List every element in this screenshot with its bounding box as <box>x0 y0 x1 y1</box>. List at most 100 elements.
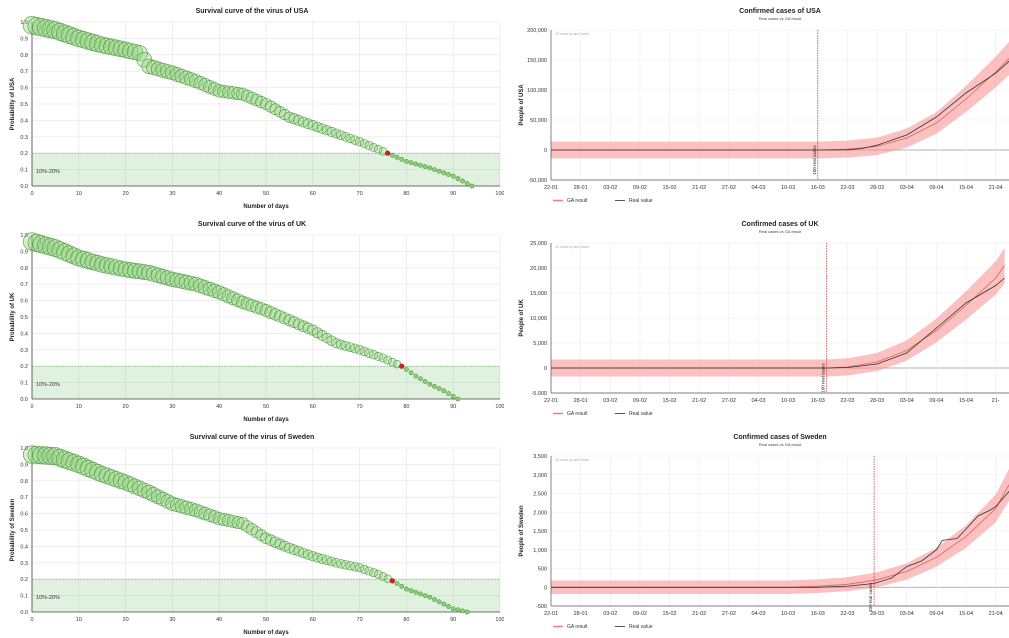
y-tick-label: 0.6 <box>20 86 28 92</box>
survival-point <box>455 396 461 402</box>
x-tick-label: 20 <box>123 617 129 623</box>
x-tick-label: 0 <box>30 191 33 197</box>
survival-point <box>403 367 409 372</box>
y-tick-label: 0.7 <box>20 282 28 288</box>
x-tick-label: 10-03 <box>781 398 795 404</box>
survival-point <box>188 503 203 518</box>
y-tick-label: 0 <box>544 585 547 591</box>
x-tick-label: 22-03 <box>840 611 854 617</box>
x-tick-label: 03-04 <box>900 611 914 617</box>
x-tick-label: 21-02 <box>692 611 706 617</box>
survival-point <box>432 167 437 172</box>
survival-point <box>222 85 236 99</box>
y-tick-label: 0.9 <box>20 36 28 42</box>
survival-svg-uk: Survival curve of the virus of UK 0 10 20 30… <box>10 221 504 423</box>
x-tick-label: 16-03 <box>811 185 825 191</box>
y-tick-label: 15,000 <box>530 291 547 297</box>
survival-point <box>418 591 423 597</box>
x-tick-label: 03-02 <box>603 398 617 404</box>
x-tick-label: 22-01 <box>544 611 558 617</box>
survival-point <box>359 564 369 574</box>
survival-point <box>326 335 337 346</box>
x-tick-label: 10 <box>76 404 82 410</box>
ga-result-line <box>551 57 1009 151</box>
survival-point <box>413 161 419 167</box>
chart-title: Survival curve of the virus of Sweden <box>190 434 314 441</box>
real-cases-marker-label: 100 real cases <box>812 145 817 175</box>
y-tick-label: 20,000 <box>530 266 547 272</box>
x-tick-label: 04-03 <box>751 611 765 617</box>
survival-point <box>150 61 166 77</box>
y-tick-label: 0.5 <box>20 315 28 321</box>
survival-point <box>446 391 451 396</box>
y-axis-label: Probability of Sweden <box>10 498 16 561</box>
x-tick-label: 30 <box>169 404 175 410</box>
y-tick-label: 0.2 <box>20 577 28 583</box>
x-tick-label: 100 <box>495 617 504 623</box>
survival-point <box>103 258 120 275</box>
survival-chart-usa: Survival curve of the virus of USA 0 10 20 3… <box>0 0 504 212</box>
x-tick-label: 09-04 <box>929 611 943 617</box>
survival-point <box>422 164 428 170</box>
x-tick-label: 60 <box>310 191 316 197</box>
survival-point <box>408 370 414 376</box>
x-tick-label: 60 <box>310 617 316 623</box>
survival-point <box>427 594 433 600</box>
band-label: 10%-20% <box>36 595 60 601</box>
y-tick-label: 0.0 <box>20 184 28 190</box>
chart-subtitle: Real cases vs GA result <box>759 442 802 447</box>
y-tick-label: 1.0 <box>20 446 28 452</box>
y-tick-label: 0.8 <box>20 266 28 272</box>
survival-point <box>160 270 176 286</box>
y-tick-label: 0.1 <box>20 381 28 387</box>
y-tick-label: 200,000 <box>527 28 547 34</box>
x-tick-label: 10-03 <box>781 611 795 617</box>
y-tick-label: 500 <box>538 567 547 573</box>
y-tick-label: 0.4 <box>20 118 28 124</box>
survival-point <box>231 516 245 529</box>
x-tick-label: 22-01 <box>544 398 558 404</box>
x-tick-label: 50 <box>263 191 269 197</box>
x-tick-label: 03-02 <box>603 611 617 617</box>
survival-point <box>399 583 405 589</box>
y-tick-label: 0.8 <box>20 479 28 485</box>
x-tick-label: 70 <box>357 404 363 410</box>
x-tick-label: 100 <box>495 191 504 197</box>
survival-point <box>117 41 134 59</box>
survival-point <box>432 384 437 389</box>
y-tick-label: 1.0 <box>20 233 28 239</box>
survival-points <box>22 232 461 402</box>
survival-point <box>37 446 56 465</box>
survival-point <box>174 273 190 289</box>
survival-point <box>108 259 125 276</box>
x-tick-label: 10 <box>76 617 82 623</box>
ga-result-band <box>551 468 1009 594</box>
x-tick-label: 30 <box>169 191 175 197</box>
legend-label-ga: GA result <box>567 411 588 417</box>
chart-subtitle: Real cases vs GA result <box>759 16 802 21</box>
y-tick-label: 0.3 <box>20 135 28 141</box>
x-tick-label: 100 <box>495 404 504 410</box>
x-tick-label: 60 <box>310 404 316 410</box>
survival-point <box>422 593 428 598</box>
survival-point <box>432 597 437 602</box>
x-tick-label: 15-02 <box>663 398 677 404</box>
y-tick-label: 0.2 <box>20 364 28 370</box>
x-tick-label: 03-02 <box>603 185 617 191</box>
chart-watermark: JS chart by amCharts <box>555 32 589 36</box>
survival-point <box>446 604 451 609</box>
survival-point <box>427 165 433 171</box>
x-tick-label: 09-04 <box>929 398 943 404</box>
x-tick-label: 70 <box>357 191 363 197</box>
y-tick-label: 2,500 <box>533 492 547 498</box>
x-tick-label: 10 <box>76 191 82 197</box>
x-tick-label: 21-04 <box>989 185 1003 191</box>
survival-point <box>170 498 185 513</box>
y-tick-label: 0.2 <box>20 151 28 157</box>
legend-label-real: Real value <box>629 624 653 630</box>
x-tick-label: 50 <box>263 617 269 623</box>
survival-point <box>350 562 360 572</box>
y-tick-label: 0.0 <box>20 610 28 616</box>
survival-point <box>436 386 442 392</box>
